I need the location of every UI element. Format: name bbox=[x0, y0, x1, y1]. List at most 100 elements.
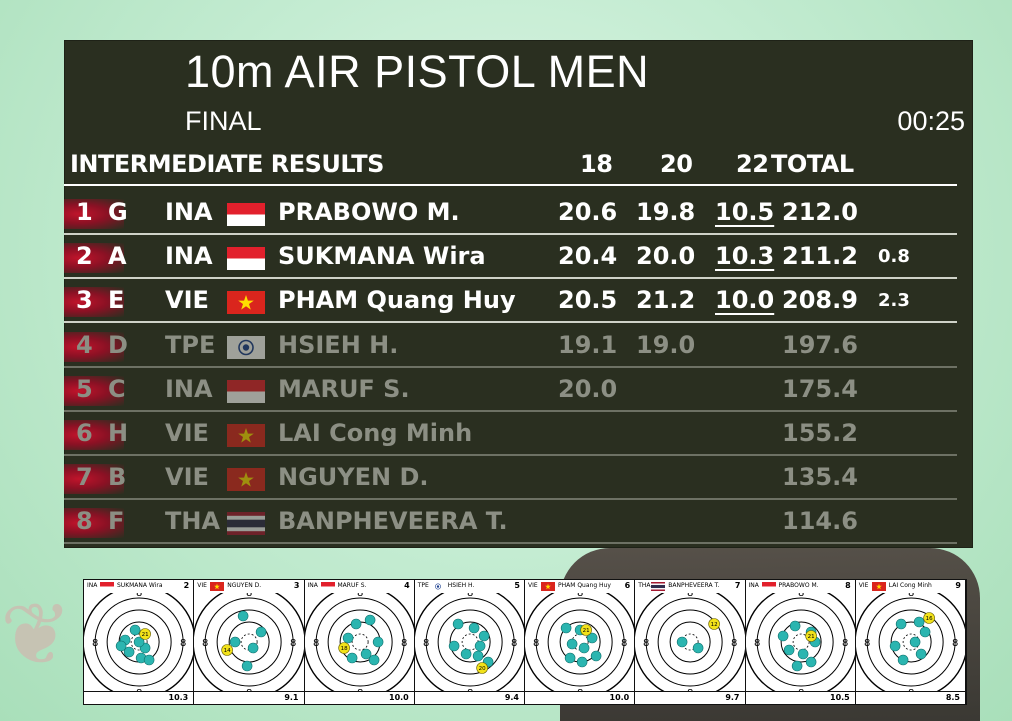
latest-shot-number: 14 bbox=[224, 648, 231, 654]
shooting-target: 8 8 8 8 14 bbox=[194, 593, 304, 691]
last-shot-score: 10.3 bbox=[84, 691, 194, 704]
series-18-score: 19.1 bbox=[558, 330, 618, 359]
nation-code: VIE bbox=[165, 463, 209, 492]
rank-highlight bbox=[64, 331, 124, 362]
series-20-score: 21.2 bbox=[636, 286, 696, 315]
latest-shot-mark bbox=[708, 618, 721, 630]
target-panel: INA PRABOWO M. 8 8 8 8 8 21 10.5 bbox=[745, 580, 856, 704]
target-flag-icon bbox=[320, 582, 335, 591]
results-board: 10m AIR PISTOL MEN FINAL 00:25 INTERMEDI… bbox=[64, 40, 973, 548]
ring-label-bottom: 8 bbox=[467, 688, 473, 691]
result-row: 8 F THA BANPHEVEERA T. 114.6 bbox=[64, 500, 957, 545]
ring-label-bottom: 8 bbox=[687, 688, 693, 691]
latest-shot-mark bbox=[139, 628, 151, 640]
target-flag-icon bbox=[871, 582, 886, 591]
mascot-logo-icon: ❦ bbox=[0, 585, 73, 685]
result-row: 7 B VIE NGUYEN D. 135.4 bbox=[64, 456, 957, 501]
athlete-name: SUKMANA Wira bbox=[278, 242, 486, 271]
rank-number: 8 bbox=[76, 507, 93, 536]
flag-icon bbox=[227, 512, 265, 536]
target-lane-number: 6 bbox=[624, 581, 631, 590]
target-panel-header: INA MARUF S. 4 bbox=[305, 580, 414, 593]
header-divider bbox=[64, 184, 957, 186]
athlete-name: PRABOWO M. bbox=[278, 198, 460, 226]
ring-label-top: 8 bbox=[356, 593, 362, 599]
target-nation-code: VIE bbox=[197, 582, 207, 589]
total-score: 212.0 bbox=[782, 198, 858, 226]
target-panel: INA MARUF S. 4 8 8 8 8 18 10.0 bbox=[304, 580, 415, 704]
target-lane-number: 4 bbox=[404, 581, 410, 590]
target-flag-icon bbox=[651, 582, 666, 591]
target-panel-header: TPE HSIEH H. 5 bbox=[415, 580, 524, 593]
nation-code: THA bbox=[165, 507, 221, 536]
shot-mark bbox=[360, 648, 371, 660]
flag-icon bbox=[227, 247, 265, 271]
target-nation-code: INA bbox=[87, 582, 98, 589]
lane-letter: H bbox=[108, 419, 129, 447]
target-panel: THA BANPHEVEERA T. 7 8 8 8 8 12 9.7 bbox=[635, 580, 746, 704]
target-nation-code: TPE bbox=[417, 582, 429, 589]
shot-mark bbox=[472, 650, 484, 662]
target-panel: VIE LAI Cong Minh 9 8 8 8 8 16 8.5 bbox=[855, 580, 966, 704]
nation-code: INA bbox=[165, 242, 213, 271]
rank-highlight bbox=[64, 287, 124, 318]
ring-label-right: 8 bbox=[621, 638, 627, 649]
target-lane-number: 8 bbox=[845, 581, 851, 590]
flag-icon bbox=[227, 468, 265, 492]
target-ring bbox=[669, 621, 711, 663]
target-athlete-name: LAI Cong Minh bbox=[888, 582, 932, 589]
ring-label-top: 8 bbox=[467, 593, 473, 599]
target-athlete-name: HSIEH H. bbox=[447, 582, 475, 589]
athlete-name: PHAM Quang Huy bbox=[278, 286, 516, 315]
lane-letter: G bbox=[108, 198, 128, 226]
shot-mark bbox=[677, 636, 688, 648]
series-18-header: 18 bbox=[580, 150, 613, 178]
shot-mark bbox=[889, 640, 901, 652]
last-shot-score: 9.7 bbox=[635, 691, 745, 704]
latest-shot-mark bbox=[923, 612, 935, 624]
athlete-name: BANPHEVEERA T. bbox=[278, 507, 508, 536]
series-18-score: 20.4 bbox=[558, 242, 618, 271]
latest-shot-number: 12 bbox=[711, 622, 718, 628]
target-lane-number: 2 bbox=[183, 581, 190, 590]
latest-shot-number: 18 bbox=[340, 646, 347, 652]
rank-highlight bbox=[64, 375, 124, 406]
latest-shot-mark bbox=[580, 624, 592, 636]
shooting-target: 8 8 8 8 16 bbox=[855, 593, 965, 691]
nation-code: VIE bbox=[165, 419, 209, 447]
ring-label-right: 8 bbox=[290, 638, 296, 649]
result-row: 5 C INA MARUF S. 20.0 175.4 bbox=[64, 368, 957, 412]
series-18-score: 20.6 bbox=[558, 198, 618, 226]
shot-mark bbox=[350, 618, 361, 630]
results-header-label: INTERMEDIATE RESULTS bbox=[70, 150, 384, 178]
ring-label-top: 8 bbox=[797, 593, 803, 599]
lane-letter: B bbox=[108, 463, 127, 492]
shot-mark bbox=[783, 644, 794, 656]
shot-mark bbox=[919, 626, 931, 638]
target-nation-code: VIE bbox=[528, 582, 538, 589]
shot-mark bbox=[586, 632, 598, 644]
shot-mark bbox=[590, 650, 602, 662]
series-18-score: 20.5 bbox=[558, 286, 618, 315]
series-20-score: 19.8 bbox=[636, 198, 696, 226]
target-panel: INA SUKMANA Wira 2 8 8 8 8 21 10.3 bbox=[84, 580, 195, 704]
shot-mark bbox=[909, 636, 921, 648]
nation-code: INA bbox=[165, 198, 213, 226]
rank-highlight bbox=[64, 199, 124, 229]
target-panel-header: INA SUKMANA Wira 2 bbox=[84, 580, 193, 593]
target-panel: VIE NGUYEN D. 3 8 8 8 8 14 9.1 bbox=[194, 580, 305, 704]
ring-label-left: 8 bbox=[533, 638, 539, 649]
shot-mark bbox=[133, 636, 145, 648]
ring-label-left: 8 bbox=[753, 638, 759, 649]
latest-shot-number: 21 bbox=[142, 632, 149, 638]
athlete-name: MARUF S. bbox=[278, 374, 410, 403]
shot-mark bbox=[342, 632, 353, 644]
target-panel-header: INA PRABOWO M. 8 bbox=[746, 580, 855, 593]
target-nation-code: VIE bbox=[858, 582, 869, 589]
total-score: 208.9 bbox=[782, 286, 858, 315]
lane-letter: A bbox=[108, 242, 127, 271]
last-shot-score: 10.0 bbox=[304, 691, 414, 704]
latest-shot-number: 21 bbox=[583, 628, 590, 634]
last-shot-score: 9.1 bbox=[194, 691, 304, 704]
rank-highlight bbox=[64, 243, 124, 274]
